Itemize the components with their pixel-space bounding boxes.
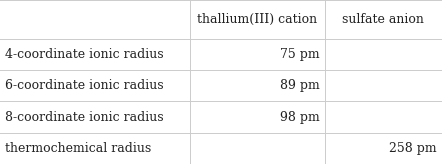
Text: 75 pm: 75 pm xyxy=(280,48,320,61)
Text: 89 pm: 89 pm xyxy=(280,79,320,92)
Text: 4-coordinate ionic radius: 4-coordinate ionic radius xyxy=(5,48,164,61)
Text: 8-coordinate ionic radius: 8-coordinate ionic radius xyxy=(5,111,164,123)
Text: thermochemical radius: thermochemical radius xyxy=(5,142,152,155)
Text: thallium(III) cation: thallium(III) cation xyxy=(198,13,317,26)
Text: sulfate anion: sulfate anion xyxy=(343,13,424,26)
Text: 258 pm: 258 pm xyxy=(389,142,437,155)
Text: 6-coordinate ionic radius: 6-coordinate ionic radius xyxy=(5,79,164,92)
Text: 98 pm: 98 pm xyxy=(280,111,320,123)
